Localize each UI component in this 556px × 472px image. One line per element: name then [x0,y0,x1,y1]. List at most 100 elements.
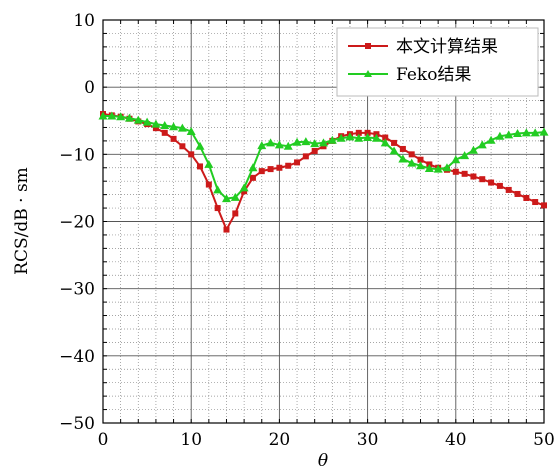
series-2-point [124,113,134,122]
series-1-point [541,202,547,209]
series-2-point [292,137,302,146]
series-2-point [160,120,170,129]
series-1-point [170,135,177,142]
series-1-point [523,194,530,201]
legend-box [336,27,539,97]
series-2-point [204,159,214,168]
series-2-point [266,138,276,147]
series-1-point [355,129,362,136]
series-1-point [223,226,230,233]
series-1-point [302,153,309,160]
y-tick-label: −10 [59,145,95,165]
series-1-point [258,168,265,175]
series-2-point [116,112,126,121]
series-2-point [98,111,108,120]
series-1-point [514,190,521,197]
series-1-point [496,182,503,189]
legend: 本文计算结果 Feko结果 [336,27,539,97]
series-1-point [267,166,274,173]
series-2-point [186,126,196,135]
series-2-point [283,141,293,150]
series-1-point [488,179,495,186]
series-2-point [521,128,531,137]
series-1-point [285,162,292,169]
series-1-point [452,168,459,175]
series-2-point [221,194,231,203]
series-1-point [197,163,204,170]
series-1-point [382,134,389,141]
series-2-point [354,133,364,142]
series-2-point [398,154,408,163]
series-1-point [399,145,406,152]
series-2-point [274,140,284,149]
series-1-point [214,205,221,212]
series-1-point [470,173,477,180]
y-tick-label: −40 [59,347,95,367]
x-tick-label: 30 [357,430,379,450]
series-2-point [239,183,249,192]
y-tick-label: −30 [59,280,95,300]
series-1-point [505,186,512,193]
series-1-point [188,151,195,158]
series-2-point [416,161,426,170]
legend-label-1: 本文计算结果 [396,37,498,57]
series-2-point [433,164,443,173]
series-2-point [301,137,311,146]
y-axis-title: RCS/dB · sm [12,167,32,275]
series-2-point [477,140,487,149]
series-2-point [486,135,496,144]
series-2-point [504,130,514,139]
series-1-point [479,176,486,183]
y-tick-label: 0 [84,78,95,98]
series-2-point [451,155,461,164]
series-2-point [151,119,161,128]
series-1-point [152,125,159,132]
series-2-point [177,123,187,132]
series-2-point [142,117,152,126]
series-2-point [442,163,452,172]
series-2-point [195,141,205,150]
x-tick-label: 0 [98,430,109,450]
series-1-point [179,143,186,150]
series-2-point [539,127,549,136]
series-2-point [495,131,505,140]
x-tick-label: 20 [269,430,291,450]
series-2-point [371,133,381,142]
series-2-point [257,141,267,150]
series-1-point [364,129,371,136]
series-2-point [460,151,470,160]
series-2-point [107,111,117,120]
series-2-point [424,163,434,172]
legend-marker-2 [364,70,372,77]
y-tick-label: −50 [59,414,95,434]
series-line-2 [103,115,545,200]
series-1-point [408,151,415,158]
series-2-point [248,163,258,172]
series-2-point [530,128,540,137]
series-line-1 [102,113,545,231]
series-1-point [249,174,256,181]
series-2-point [407,158,417,167]
legend-marker-1 [365,43,371,49]
series-2-point [389,146,399,155]
series-1-point [276,164,283,171]
y-tick-label: −20 [59,213,95,233]
series-2-point [230,192,240,201]
y-tick-label: 10 [73,11,95,31]
series-1-point [205,181,212,188]
series-2-point [380,138,390,147]
series-2-point [319,138,328,147]
series-2-point [363,133,373,142]
series-2-point [327,135,337,144]
series-2-point [213,185,223,194]
series-1-point [294,159,301,166]
x-tick-label: 50 [533,430,555,450]
x-tick-label: 10 [180,430,202,450]
series-1-point [391,139,398,146]
series-2-point [169,122,179,131]
series-2-point [468,145,478,154]
series-2-point [336,133,346,142]
series-2-point [310,139,320,148]
series-1-point [311,147,318,154]
